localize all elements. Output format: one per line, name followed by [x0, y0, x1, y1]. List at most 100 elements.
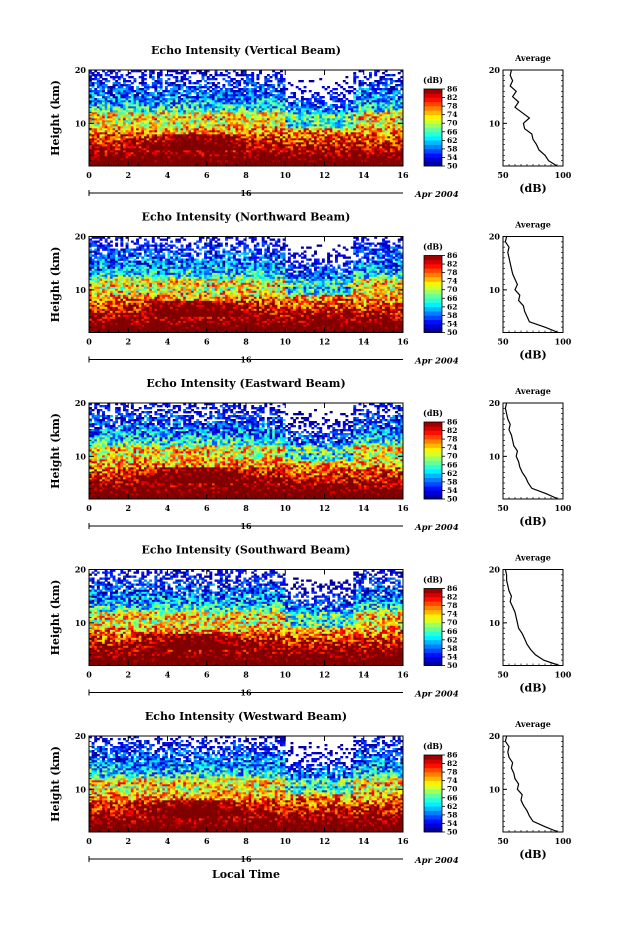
heatmap-cell: [105, 162, 108, 164]
heatmap-cell: [264, 156, 267, 158]
heatmap-cell: [374, 110, 377, 112]
heatmap-cell: [395, 128, 398, 130]
heatmap-cell: [348, 142, 351, 144]
heatmap-cell: [288, 128, 291, 130]
heatmap-cell: [262, 154, 265, 156]
heatmap-cell: [275, 154, 278, 156]
heatmap-cell: [222, 78, 225, 80]
heatmap-cell: [178, 154, 181, 156]
heatmap-cell: [330, 108, 333, 110]
heatmap-cell: [118, 144, 121, 146]
heatmap-cell: [136, 142, 139, 144]
heatmap-cell: [283, 154, 286, 156]
heatmap-cell: [369, 112, 372, 114]
heatmap-cell: [301, 158, 304, 160]
heatmap-cell: [194, 92, 197, 94]
heatmap-cell: [293, 144, 296, 146]
heatmap-cell: [238, 158, 241, 160]
heatmap-cell: [217, 92, 220, 94]
heatmap-cell: [304, 150, 307, 152]
heatmap-cell: [374, 140, 377, 142]
heatmap-cell: [293, 150, 296, 152]
heatmap-cell: [120, 112, 123, 114]
heatmap-cell: [293, 110, 296, 112]
heatmap-cell: [241, 126, 244, 128]
heatmap-cell: [372, 130, 375, 132]
heatmap-cell: [272, 100, 275, 102]
heatmap-cell: [99, 76, 102, 78]
heatmap-cell: [387, 146, 390, 148]
heatmap-cell: [374, 102, 377, 104]
heatmap-cell: [236, 156, 239, 158]
heatmap-cell: [270, 92, 273, 94]
heatmap-cell: [359, 162, 362, 164]
heatmap-cell: [139, 128, 142, 130]
heatmap-cell: [280, 112, 283, 114]
heatmap-cell: [319, 78, 322, 80]
heatmap-cell: [233, 90, 236, 92]
heatmap-cell: [233, 156, 236, 158]
heatmap-cell: [353, 74, 356, 76]
heatmap-cell: [319, 98, 322, 100]
heatmap-cell: [267, 80, 270, 82]
heatmap-cell: [183, 90, 186, 92]
heatmap-cell: [272, 116, 275, 118]
heatmap-cell: [343, 124, 346, 126]
heatmap-cell: [272, 134, 275, 136]
heatmap-cell: [92, 86, 95, 88]
heatmap-cell: [345, 98, 348, 100]
heatmap-cell: [157, 158, 160, 160]
heatmap-cell: [209, 90, 212, 92]
heatmap-cell: [202, 72, 205, 74]
heatmap-cell: [272, 120, 275, 122]
heatmap-cell: [99, 160, 102, 162]
heatmap-cell: [332, 136, 335, 138]
heatmap-cell: [217, 94, 220, 96]
heatmap-cell: [123, 134, 126, 136]
heatmap-cell: [298, 110, 301, 112]
heatmap-cell: [335, 110, 338, 112]
heatmap-cell: [118, 142, 121, 144]
heatmap-cell: [348, 162, 351, 164]
heatmap-cell: [178, 132, 181, 134]
heatmap-cell: [395, 144, 398, 146]
heatmap-cell: [107, 116, 110, 118]
heatmap-cell: [123, 122, 126, 124]
heatmap-cell: [225, 148, 228, 150]
heatmap-cell: [236, 74, 239, 76]
heatmap-cell: [233, 116, 236, 118]
heatmap-cell: [272, 160, 275, 162]
heatmap-cell: [113, 96, 116, 98]
heatmap-cell: [304, 160, 307, 162]
heatmap-cell: [277, 130, 280, 132]
heatmap-cell: [314, 100, 317, 102]
x-tick-label: 14: [358, 170, 370, 180]
heatmap-cell: [194, 130, 197, 132]
heatmap-cell: [178, 100, 181, 102]
heatmap-cell: [186, 114, 189, 116]
heatmap-cell: [154, 118, 157, 120]
heatmap-cell: [390, 136, 393, 138]
heatmap-cell: [175, 106, 178, 108]
heatmap-cell: [144, 102, 147, 104]
heatmap-cell: [136, 94, 139, 96]
heatmap-cell: [301, 154, 304, 156]
heatmap-cell: [293, 100, 296, 102]
heatmap-cell: [369, 98, 372, 100]
heatmap-cell: [262, 122, 265, 124]
heatmap-cell: [345, 110, 348, 112]
heatmap-cell: [275, 126, 278, 128]
heatmap-cell: [241, 116, 244, 118]
heatmap-cell: [256, 120, 259, 122]
heatmap-cell: [141, 134, 144, 136]
heatmap-cell: [280, 150, 283, 152]
heatmap-cell: [285, 120, 288, 122]
heatmap-cell: [178, 104, 181, 106]
heatmap-cell: [359, 110, 362, 112]
heatmap-cell: [236, 94, 239, 96]
heatmap-cell: [293, 126, 296, 128]
heatmap-cell: [196, 114, 199, 116]
heatmap-cell: [296, 106, 299, 108]
heatmap-cell: [188, 128, 191, 130]
heatmap-cell: [186, 108, 189, 110]
